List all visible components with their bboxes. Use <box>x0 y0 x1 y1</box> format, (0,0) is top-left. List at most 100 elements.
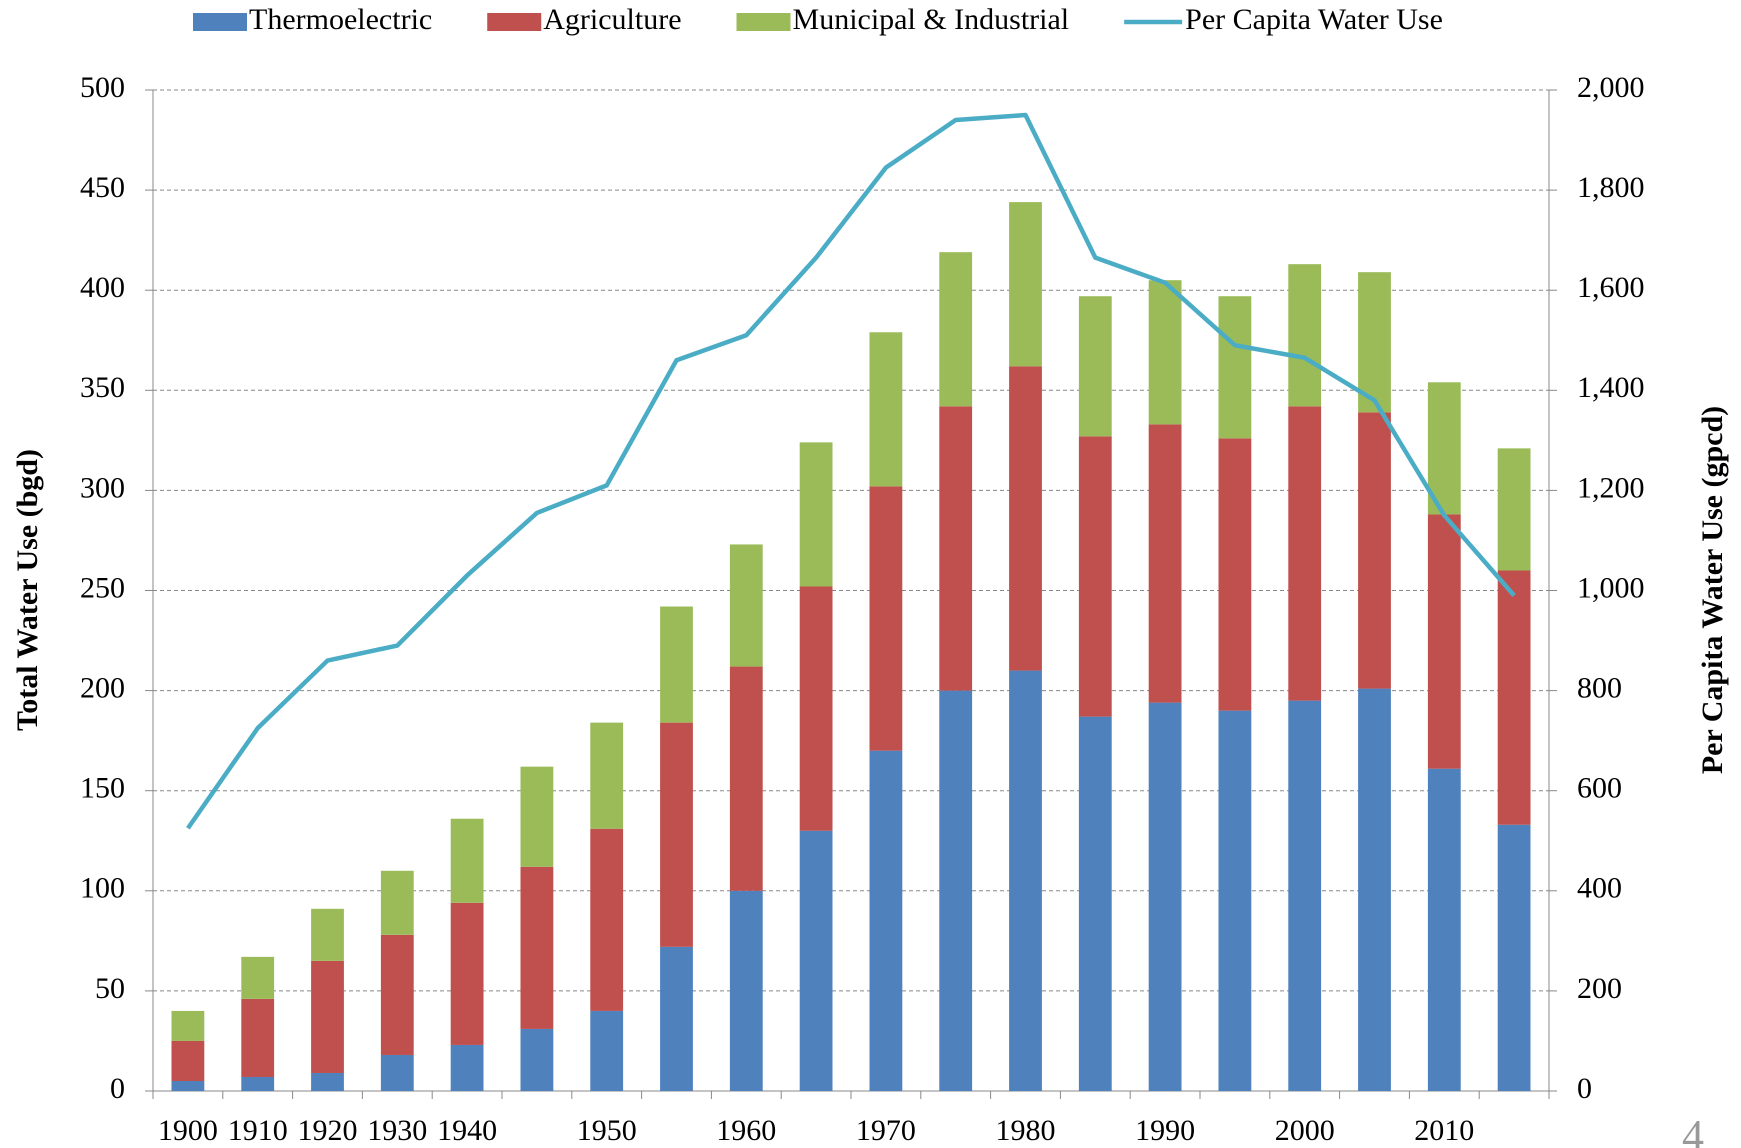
y2-tick-label: 1,000 <box>1577 571 1645 604</box>
y2-tick-label: 1,400 <box>1577 371 1645 404</box>
x-tick-label: 1900 <box>158 1114 218 1147</box>
bar-segment <box>241 1076 275 1091</box>
x-tick-label: 2000 <box>1275 1114 1335 1147</box>
y2-tick-label: 800 <box>1577 671 1622 704</box>
bar-segment <box>590 828 624 1011</box>
x-tick-label: 2010 <box>1414 1114 1474 1147</box>
bar-segment <box>380 934 414 1055</box>
x-tick-label: 1960 <box>716 1114 776 1147</box>
bar-segment <box>520 1028 554 1091</box>
bar-segment <box>1218 710 1252 1091</box>
bar-segment <box>799 830 833 1091</box>
bar-segment <box>1288 700 1322 1091</box>
y2-tick-label: 400 <box>1577 872 1622 905</box>
bar-segment <box>1078 436 1112 717</box>
x-tick-label: 1910 <box>228 1114 288 1147</box>
y2-tick-label: 0 <box>1577 1072 1592 1105</box>
bar-segment <box>590 1010 624 1091</box>
bar-segment <box>171 1010 205 1041</box>
legend-swatch <box>487 13 542 31</box>
y2-tick-label: 1,800 <box>1577 171 1645 204</box>
legend-label: Municipal & Industrial <box>793 3 1070 36</box>
bar-segment <box>1288 264 1322 407</box>
y-tick-label: 350 <box>80 371 125 404</box>
bar-segment <box>450 818 484 903</box>
bar-segment <box>1358 272 1391 413</box>
y-tick-label: 0 <box>110 1072 125 1105</box>
bar-segment <box>1218 438 1252 711</box>
bar-segment <box>1358 688 1391 1091</box>
bar-segment <box>1497 448 1531 571</box>
bar-segment <box>380 1054 414 1091</box>
bar-segment <box>311 908 344 961</box>
bar-segment <box>171 1040 205 1081</box>
bar-segment <box>1078 716 1112 1091</box>
bar-segment <box>799 586 833 831</box>
y-tick-label: 100 <box>80 872 125 905</box>
y-tick-label: 400 <box>80 271 125 304</box>
bar-segment <box>241 998 275 1077</box>
y-tick-label: 300 <box>80 471 125 504</box>
x-tick-label: 1950 <box>577 1114 637 1147</box>
bar-segment <box>939 252 973 407</box>
y-tick-label: 200 <box>80 671 125 704</box>
y-axis-label: Total Water Use (bgd) <box>11 449 44 731</box>
bar-segment <box>939 406 973 691</box>
bar-segment <box>1497 824 1531 1091</box>
bar-segment <box>729 666 763 891</box>
bar-segment <box>869 750 903 1091</box>
bar-segment <box>450 902 484 1045</box>
x-tick-label: 1970 <box>856 1114 916 1147</box>
y-tick-label: 150 <box>80 772 125 805</box>
bar-segment <box>660 606 693 723</box>
bar-segment <box>799 442 833 587</box>
y-tick-label: 250 <box>80 571 125 604</box>
y2-tick-label: 2,000 <box>1577 71 1645 104</box>
bar-segment <box>1427 514 1461 769</box>
y2-tick-label: 1,600 <box>1577 271 1645 304</box>
legend-label: Per Capita Water Use <box>1185 3 1443 36</box>
bar-segment <box>660 946 693 1091</box>
y2-tick-label: 200 <box>1577 972 1622 1005</box>
bar-segment <box>729 544 763 667</box>
legend-swatch <box>736 13 791 31</box>
y-tick-label: 500 <box>80 71 125 104</box>
x-tick-label: 1990 <box>1135 1114 1195 1147</box>
y-tick-label: 450 <box>80 171 125 204</box>
x-tick-label: 1920 <box>298 1114 358 1147</box>
bar-segment <box>520 866 554 1029</box>
page-number: 4 <box>1682 1111 1704 1148</box>
y2-tick-label: 600 <box>1577 772 1622 805</box>
bar-segment <box>660 722 693 947</box>
bar-segment <box>1148 424 1182 703</box>
bar-segment <box>939 690 973 1091</box>
bar-segment <box>1427 768 1461 1091</box>
bar-segment <box>1288 406 1322 701</box>
bar-segment <box>380 870 414 935</box>
bar-segment <box>590 722 624 829</box>
line <box>186 112 1516 830</box>
bar-segment <box>520 766 554 867</box>
y2-axis-label: Per Capita Water Use (gpcd) <box>1696 406 1729 774</box>
bar-segment <box>1148 280 1182 425</box>
bar-segment <box>1009 670 1042 1091</box>
legend-swatch <box>193 13 247 31</box>
bar-segment <box>450 1044 484 1091</box>
bar-segment <box>1497 570 1531 825</box>
y-tick-label: 50 <box>95 972 125 1005</box>
bar-segment <box>1009 366 1042 671</box>
bar-segment <box>1148 702 1182 1091</box>
bar-segment <box>1218 296 1252 439</box>
bar-segment <box>241 956 275 999</box>
x-tick-label: 1980 <box>996 1114 1056 1147</box>
x-tick-label: 1930 <box>367 1114 427 1147</box>
bar-segment <box>311 1072 344 1091</box>
bar-segment <box>1078 296 1112 437</box>
legend-label: Agriculture <box>543 3 681 36</box>
legend-label: Thermoelectric <box>249 3 432 36</box>
bar-segment <box>869 332 903 487</box>
bar-segment <box>729 890 763 1091</box>
bar-segment <box>1009 202 1042 367</box>
x-tick-label: 1940 <box>437 1114 497 1147</box>
